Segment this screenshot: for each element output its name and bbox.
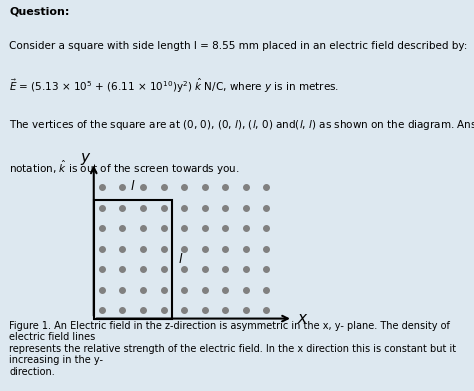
Text: $y$: $y$ xyxy=(80,151,91,167)
Text: $l$: $l$ xyxy=(130,179,136,193)
Text: $l$: $l$ xyxy=(178,252,183,266)
Text: $\vec{E}$ = (5.13 × 10$^5$ + (6.11 × 10$^{10}$)y$^2$) $\hat{k}$ N/C, where $y$ i: $\vec{E}$ = (5.13 × 10$^5$ + (6.11 × 10$… xyxy=(9,77,339,95)
Text: Question:: Question: xyxy=(9,7,70,17)
Bar xyxy=(94,199,172,319)
Text: Figure 1. An Electric field in the z-direction is asymmetric in the x, y- plane.: Figure 1. An Electric field in the z-dir… xyxy=(9,321,456,377)
Text: notation, $\hat{k}$ is out of the screen towards you.: notation, $\hat{k}$ is out of the screen… xyxy=(9,159,240,177)
Text: $x$: $x$ xyxy=(297,311,309,326)
Text: Consider a square with side length l = 8.55 mm placed in an electric field descr: Consider a square with side length l = 8… xyxy=(9,41,468,51)
Text: The vertices of the square are at (0, 0), (0, $l$), ($l$, 0) and($l$, $l$) as sh: The vertices of the square are at (0, 0)… xyxy=(9,118,474,132)
